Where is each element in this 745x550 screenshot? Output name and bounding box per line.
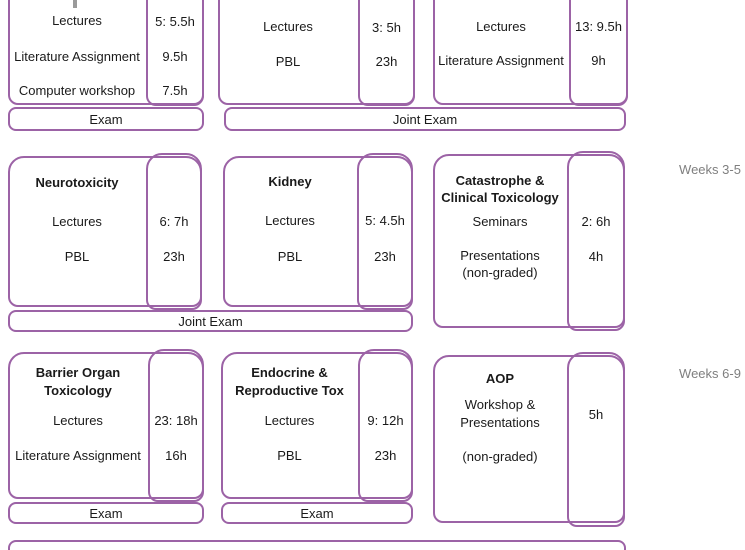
activity-hours: 4h [588, 249, 604, 264]
hours-column-kidney [357, 153, 413, 310]
activity-hours: 5h [588, 407, 604, 422]
joint-exam-bar-row2: Joint Exam [8, 310, 413, 332]
module-title-line2: Clinical Toxicology [441, 190, 559, 205]
activity-label: Lectures [52, 13, 102, 28]
activity-hours: 7.5h [162, 83, 188, 98]
activity-label: Lectures [264, 413, 315, 428]
exam-bar-top-left: Exam [8, 107, 204, 131]
module-title-line1: Endocrine & [251, 365, 328, 380]
activity-label: Computer workshop [18, 83, 136, 98]
module-title: Kidney [268, 174, 312, 189]
exam-bar-barrier: Exam [8, 502, 204, 524]
module-title: AOP [485, 371, 515, 386]
module-title-line2: Toxicology [44, 383, 112, 398]
activity-hours: 3: 5h [372, 20, 401, 35]
exam-label: Exam [89, 111, 123, 127]
activity-hours: 16h [165, 448, 187, 463]
activity-hours: 5: 4.5h [365, 213, 405, 228]
activity-hours: 6: 7h [159, 214, 189, 229]
activity-label: Lectures [265, 213, 315, 228]
hours-column-aop [567, 352, 625, 527]
activity-label: Literature Assignment [438, 53, 564, 68]
module-title-line2: Reproductive Tox [235, 383, 344, 398]
hours-column-endocrine [358, 349, 413, 502]
activity-label: Lectures [53, 413, 103, 428]
week-label-row2: Weeks 3-5 [679, 162, 741, 177]
joint-exam-bar-row1: Joint Exam [224, 107, 626, 131]
module-title-line1: Catastrophe & [455, 173, 545, 188]
activity-label: Literature Assignment [14, 49, 140, 64]
hours-column-neurotoxicity [146, 153, 202, 310]
activity-label: Literature Assignment [15, 448, 141, 463]
activity-hours: 23h [163, 249, 185, 264]
hours-column-top-left [146, 0, 204, 106]
activity-label: Workshop & [464, 397, 536, 412]
activity-label: Presentations [460, 415, 540, 430]
activity-label: Lectures [476, 19, 526, 34]
activity-hours: 5: 5.5h [155, 14, 195, 29]
cutoff-title-fragment [73, 0, 77, 8]
activity-hours: 2: 6h [581, 214, 611, 229]
joint-exam-label: Joint Exam [178, 313, 243, 329]
activity-hours: 23h [375, 54, 398, 69]
activity-hours: 13: 9.5h [575, 19, 622, 34]
exam-label: Exam [300, 505, 334, 521]
activity-hours: 23: 18h [154, 413, 198, 428]
activity-hours: 9.5h [162, 49, 188, 64]
module-title-line1: Barrier Organ [35, 365, 121, 380]
hours-column-top-middle [358, 0, 415, 106]
hours-column-top-right [569, 0, 628, 106]
activity-label: PBL [277, 249, 303, 264]
activity-label: Seminars [472, 214, 528, 229]
week-label-row3: Weeks 6-9 [679, 366, 741, 381]
hours-column-barrier-organ [148, 349, 204, 502]
activity-label: PBL [277, 448, 302, 463]
module-title: Neurotoxicity [35, 175, 119, 190]
exam-label: Exam [89, 505, 123, 521]
activity-hours: 23h [374, 249, 396, 264]
activity-hours: 9: 12h [367, 413, 404, 428]
activity-label: Lectures [263, 19, 313, 34]
exam-bar-endocrine: Exam [221, 502, 413, 524]
exam-bar-bottom-cutoff [8, 540, 626, 550]
hours-column-catastrophe [567, 151, 625, 331]
activity-hours: 23h [374, 448, 397, 463]
activity-hours: 9h [591, 53, 606, 68]
activity-label: (non-graded) [462, 265, 538, 280]
activity-label: PBL [275, 54, 301, 69]
activity-label: PBL [64, 249, 90, 264]
activity-label: Lectures [52, 214, 102, 229]
activity-label: (non-graded) [462, 449, 538, 464]
activity-label: Presentations [460, 248, 540, 263]
joint-exam-label: Joint Exam [392, 111, 458, 127]
